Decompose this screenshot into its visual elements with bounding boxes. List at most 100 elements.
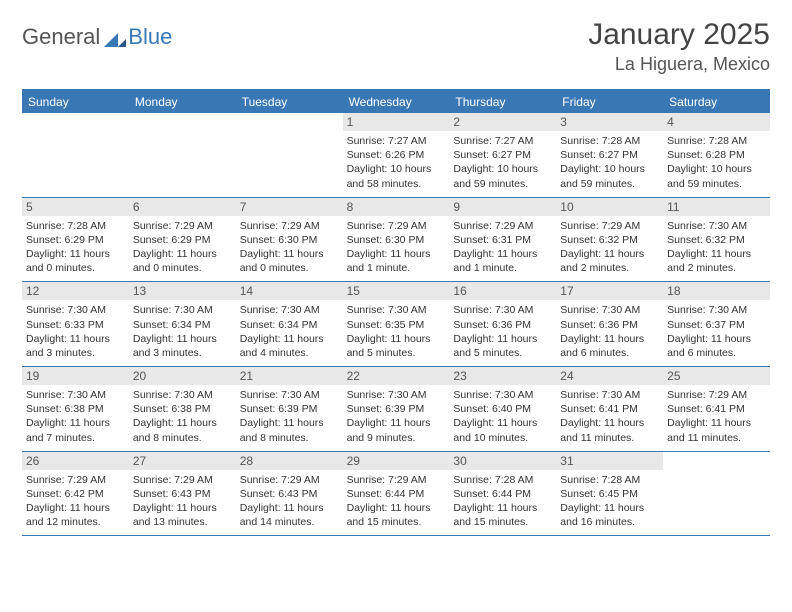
day-cell: 29Sunrise: 7:29 AMSunset: 6:44 PMDayligh… bbox=[343, 452, 450, 536]
day-detail-line: Sunset: 6:29 PM bbox=[133, 233, 232, 247]
day-detail-line: Daylight: 11 hours bbox=[26, 332, 125, 346]
day-detail-line: Sunset: 6:37 PM bbox=[667, 318, 766, 332]
day-number: 22 bbox=[343, 367, 450, 385]
day-number: 17 bbox=[556, 282, 663, 300]
day-detail-line: Sunrise: 7:30 AM bbox=[26, 303, 125, 317]
day-detail-line: Daylight: 11 hours bbox=[240, 332, 339, 346]
day-number: 10 bbox=[556, 198, 663, 216]
day-detail-line: Sunrise: 7:29 AM bbox=[26, 473, 125, 487]
day-detail-line: Daylight: 11 hours bbox=[453, 501, 552, 515]
day-detail-line: Daylight: 11 hours bbox=[667, 416, 766, 430]
day-cell bbox=[22, 113, 129, 197]
day-cell: 24Sunrise: 7:30 AMSunset: 6:41 PMDayligh… bbox=[556, 367, 663, 451]
day-detail-line: and 11 minutes. bbox=[560, 431, 659, 445]
day-detail-line: Sunset: 6:26 PM bbox=[347, 148, 446, 162]
day-detail-line: Daylight: 10 hours bbox=[453, 162, 552, 176]
day-number: 19 bbox=[22, 367, 129, 385]
day-detail-line: Daylight: 11 hours bbox=[26, 501, 125, 515]
weekday-header: Monday bbox=[129, 91, 236, 113]
day-detail-line: Sunset: 6:44 PM bbox=[347, 487, 446, 501]
day-cell: 3Sunrise: 7:28 AMSunset: 6:27 PMDaylight… bbox=[556, 113, 663, 197]
day-detail-line: Sunrise: 7:29 AM bbox=[453, 219, 552, 233]
day-detail-line: Daylight: 11 hours bbox=[133, 247, 232, 261]
day-cell: 30Sunrise: 7:28 AMSunset: 6:44 PMDayligh… bbox=[449, 452, 556, 536]
day-details: Sunrise: 7:29 AMSunset: 6:43 PMDaylight:… bbox=[133, 473, 232, 530]
day-details: Sunrise: 7:29 AMSunset: 6:32 PMDaylight:… bbox=[560, 219, 659, 276]
day-detail-line: Sunset: 6:35 PM bbox=[347, 318, 446, 332]
day-detail-line: Daylight: 10 hours bbox=[347, 162, 446, 176]
day-details: Sunrise: 7:30 AMSunset: 6:40 PMDaylight:… bbox=[453, 388, 552, 445]
day-detail-line: Sunset: 6:34 PM bbox=[240, 318, 339, 332]
day-detail-line: Sunset: 6:36 PM bbox=[560, 318, 659, 332]
weekday-header-row: Sunday Monday Tuesday Wednesday Thursday… bbox=[22, 91, 770, 113]
title-month: January 2025 bbox=[588, 18, 770, 52]
day-detail-line: Sunset: 6:30 PM bbox=[240, 233, 339, 247]
day-detail-line: Daylight: 11 hours bbox=[560, 332, 659, 346]
day-details: Sunrise: 7:28 AMSunset: 6:44 PMDaylight:… bbox=[453, 473, 552, 530]
day-cell: 13Sunrise: 7:30 AMSunset: 6:34 PMDayligh… bbox=[129, 282, 236, 366]
day-detail-line: Daylight: 11 hours bbox=[240, 501, 339, 515]
day-detail-line: and 3 minutes. bbox=[26, 346, 125, 360]
day-detail-line: Sunrise: 7:29 AM bbox=[133, 219, 232, 233]
day-detail-line: Sunset: 6:44 PM bbox=[453, 487, 552, 501]
day-details: Sunrise: 7:30 AMSunset: 6:41 PMDaylight:… bbox=[560, 388, 659, 445]
day-detail-line: Sunset: 6:31 PM bbox=[453, 233, 552, 247]
day-cell: 2Sunrise: 7:27 AMSunset: 6:27 PMDaylight… bbox=[449, 113, 556, 197]
week-row: 19Sunrise: 7:30 AMSunset: 6:38 PMDayligh… bbox=[22, 367, 770, 452]
day-detail-line: Sunrise: 7:29 AM bbox=[560, 219, 659, 233]
day-detail-line: Sunset: 6:45 PM bbox=[560, 487, 659, 501]
day-detail-line: Sunrise: 7:28 AM bbox=[560, 473, 659, 487]
day-detail-line: Sunrise: 7:30 AM bbox=[667, 219, 766, 233]
day-number: 4 bbox=[663, 113, 770, 131]
day-detail-line: Daylight: 11 hours bbox=[133, 332, 232, 346]
day-detail-line: Sunset: 6:33 PM bbox=[26, 318, 125, 332]
day-number: 28 bbox=[236, 452, 343, 470]
day-details: Sunrise: 7:28 AMSunset: 6:28 PMDaylight:… bbox=[667, 134, 766, 191]
day-detail-line: Daylight: 10 hours bbox=[560, 162, 659, 176]
day-detail-line: and 10 minutes. bbox=[453, 431, 552, 445]
day-cell: 25Sunrise: 7:29 AMSunset: 6:41 PMDayligh… bbox=[663, 367, 770, 451]
weekday-header: Saturday bbox=[663, 91, 770, 113]
day-number: 11 bbox=[663, 198, 770, 216]
day-number: 7 bbox=[236, 198, 343, 216]
day-cell bbox=[663, 452, 770, 536]
day-cell: 4 Sunrise: 7:28 AMSunset: 6:28 PMDaylight… bbox=[663, 113, 770, 197]
day-detail-line: and 13 minutes. bbox=[133, 515, 232, 529]
day-detail-line: and 15 minutes. bbox=[453, 515, 552, 529]
day-cell: 31Sunrise: 7:28 AMSunset: 6:45 PMDayligh… bbox=[556, 452, 663, 536]
day-detail-line: Sunset: 6:43 PM bbox=[240, 487, 339, 501]
day-detail-line: and 5 minutes. bbox=[453, 346, 552, 360]
day-detail-line: and 59 minutes. bbox=[453, 177, 552, 191]
day-detail-line: and 16 minutes. bbox=[560, 515, 659, 529]
header: General Blue January 2025 La Higuera, Me… bbox=[22, 18, 770, 75]
day-detail-line: and 8 minutes. bbox=[240, 431, 339, 445]
day-detail-line: Daylight: 11 hours bbox=[560, 501, 659, 515]
day-number: 2 bbox=[449, 113, 556, 131]
day-detail-line: Sunrise: 7:29 AM bbox=[347, 219, 446, 233]
day-detail-line: and 1 minute. bbox=[347, 261, 446, 275]
day-details: Sunrise: 7:30 AMSunset: 6:34 PMDaylight:… bbox=[133, 303, 232, 360]
day-detail-line: and 1 minute. bbox=[453, 261, 552, 275]
day-details: Sunrise: 7:28 AMSunset: 6:29 PMDaylight:… bbox=[26, 219, 125, 276]
day-number: 6 bbox=[129, 198, 236, 216]
day-cell: 10 Sunrise: 7:29 AMSunset: 6:32 PMDayligh… bbox=[556, 198, 663, 282]
weekday-header: Friday bbox=[556, 91, 663, 113]
day-details: Sunrise: 7:29 AMSunset: 6:44 PMDaylight:… bbox=[347, 473, 446, 530]
day-detail-line: and 59 minutes. bbox=[560, 177, 659, 191]
day-detail-line: Sunrise: 7:30 AM bbox=[347, 388, 446, 402]
day-detail-line: and 0 minutes. bbox=[26, 261, 125, 275]
day-details: Sunrise: 7:29 AMSunset: 6:42 PMDaylight:… bbox=[26, 473, 125, 530]
day-cell: 23Sunrise: 7:30 AMSunset: 6:40 PMDayligh… bbox=[449, 367, 556, 451]
day-detail-line: Sunset: 6:41 PM bbox=[560, 402, 659, 416]
day-detail-line: Sunrise: 7:30 AM bbox=[240, 388, 339, 402]
week-row: 26Sunrise: 7:29 AMSunset: 6:42 PMDayligh… bbox=[22, 452, 770, 537]
day-detail-line: Daylight: 11 hours bbox=[667, 247, 766, 261]
day-detail-line: Daylight: 11 hours bbox=[347, 332, 446, 346]
weekday-header: Tuesday bbox=[236, 91, 343, 113]
day-detail-line: Sunset: 6:32 PM bbox=[667, 233, 766, 247]
day-cell: 12 Sunrise: 7:30 AMSunset: 6:33 PMDayligh… bbox=[22, 282, 129, 366]
day-cell: 19Sunrise: 7:30 AMSunset: 6:38 PMDayligh… bbox=[22, 367, 129, 451]
day-detail-line: Daylight: 11 hours bbox=[667, 332, 766, 346]
day-detail-line: Sunset: 6:30 PM bbox=[347, 233, 446, 247]
day-number: 12 bbox=[22, 282, 129, 300]
